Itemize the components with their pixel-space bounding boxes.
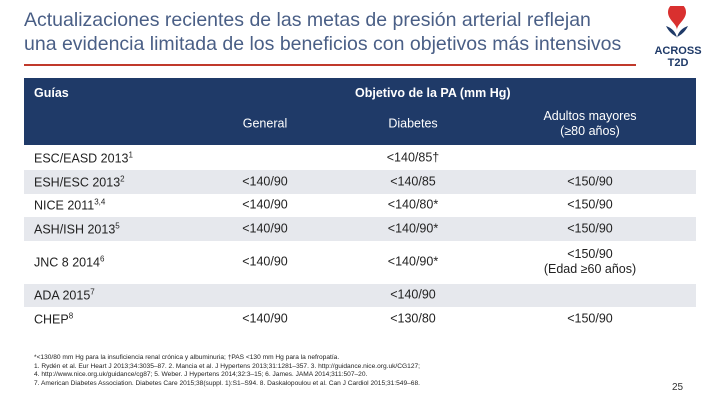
row-band: [24, 170, 696, 194]
row-guide: JNC 8 20146: [34, 254, 104, 269]
logo-text: ACROSS: [654, 45, 701, 57]
column-header: General: [242, 116, 288, 131]
logo-text: T2D: [668, 57, 689, 68]
text-line: (Edad ≥60 años): [543, 262, 637, 276]
cell: <140/90*: [387, 221, 439, 236]
text-line: Adultos mayores: [543, 109, 637, 123]
guide-name: JNC 8 2014: [34, 255, 101, 270]
guide-name: ESH/ESC 2013: [34, 175, 121, 190]
cell: <130/80: [390, 311, 436, 326]
title-rule: [24, 64, 636, 66]
cell: <150/90: [567, 221, 613, 236]
guide-ref: 7: [90, 287, 95, 297]
cell: <140/80*: [387, 197, 439, 212]
cell: <150/90: [567, 197, 613, 212]
logo-icon: [668, 6, 686, 30]
page-number: 25: [672, 382, 684, 393]
cell: <140/90: [242, 254, 288, 269]
title: Actualizaciones recientes de las metas d…: [24, 8, 644, 56]
cell: <150/90 (Edad ≥60 años): [544, 247, 636, 277]
logo: ACROSS T2D: [654, 6, 702, 68]
footnotes: *<130/80 mm Hg para la insuficiencia ren…: [34, 354, 420, 388]
guide-ref: 3,4: [94, 197, 106, 207]
row-band: [24, 283, 696, 307]
guide-name: ESC/EASD 2013: [34, 151, 129, 166]
guide-ref: 6: [100, 254, 105, 264]
row-guide: ADA 20157: [34, 288, 95, 303]
title-line: una evidencia limitada de los beneficios…: [24, 33, 622, 55]
row-band: [24, 217, 696, 241]
row-guide: ASH/ISH 20135: [34, 221, 120, 236]
cell: <140/90: [242, 174, 288, 189]
footnote: 7. American Diabetes Association. Diabet…: [34, 379, 420, 387]
cell: <140/85: [390, 174, 436, 189]
title-line: Actualizaciones recientes de las metas d…: [24, 9, 591, 31]
row-guide: ESH/ESC 20132: [34, 174, 125, 189]
logo-icon: [666, 26, 688, 38]
cell: <140/85†: [386, 150, 440, 164]
guide-ref: 8: [68, 311, 74, 321]
cell: <140/90: [390, 287, 436, 302]
text-line: (≥80 años): [560, 124, 620, 138]
cell: <150/90: [567, 174, 613, 189]
header-guides: Guías: [34, 86, 69, 100]
column-header: Diabetes: [388, 116, 438, 131]
table-header: [24, 78, 696, 145]
footnote: 1. Rydén et al. Eur Heart J 2013;34:3035…: [34, 362, 420, 370]
cell: <140/90: [242, 221, 288, 236]
row-guide: NICE 20113,4: [34, 198, 105, 213]
guide-ref: 5: [115, 221, 120, 231]
guide-ref: 2: [120, 174, 125, 184]
header-target: Objetivo de la PA (mm Hg): [355, 86, 511, 100]
guide-ref: 1: [128, 149, 133, 159]
cell: <140/90*: [387, 254, 439, 269]
cell: <140/90: [242, 197, 288, 212]
cell: <150/90: [567, 311, 613, 326]
footnote: 4. http://www.nice.org.uk/guidance/cg87;…: [34, 371, 368, 379]
cell: <140/90: [242, 311, 288, 326]
guide-name: ADA 2015: [34, 288, 91, 303]
column-header: Adultos mayores (≥80 años): [543, 109, 636, 139]
guide-name: ASH/ISH 2013: [34, 222, 116, 237]
guide-name: NICE 2011: [34, 198, 95, 213]
row-guide: ESC/EASD 20131: [34, 150, 133, 165]
text-line: <150/90: [567, 247, 613, 261]
row-guide: CHEP8: [34, 311, 73, 326]
footnote: *<130/80 mm Hg para la insuficiencia ren…: [34, 354, 340, 361]
guide-name: CHEP: [34, 312, 69, 327]
